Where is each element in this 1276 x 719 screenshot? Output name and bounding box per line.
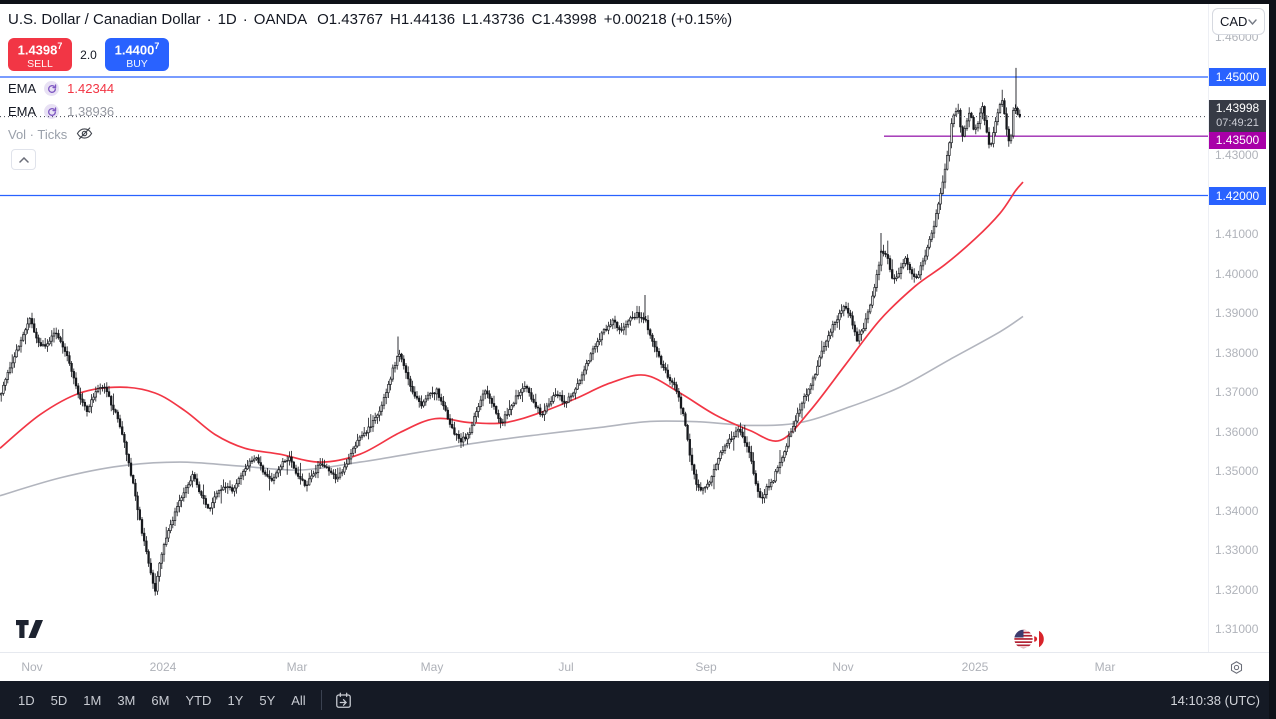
- time-tick-label: Jul: [558, 660, 574, 674]
- time-tick-label: Sep: [695, 660, 717, 674]
- price-tick-label: 1.38000: [1215, 345, 1259, 360]
- ohlc-h-value: H1.44136: [390, 11, 456, 28]
- bottom-toolbar: 1D 5D 1M 3M 6M YTD 1Y 5Y All 14:10:38 (UTC): [0, 681, 1276, 719]
- window-frame-top: [0, 0, 1276, 4]
- time-axis[interactable]: Nov 2024 Mar May Jul Sep Nov 2025 Mar: [0, 652, 1269, 681]
- time-tick-label: Mar: [286, 660, 308, 674]
- ema-slow-value: 1.38936: [67, 104, 115, 119]
- range-button-1y[interactable]: 1Y: [222, 690, 248, 711]
- ema-fast-value: 1.42344: [67, 81, 115, 96]
- price-tick-label: 1.37000: [1215, 385, 1259, 399]
- level-price-label-1435: 1.43500: [1209, 132, 1266, 150]
- price-tick-label: 1.34000: [1215, 503, 1259, 518]
- ohlc-l-value: L1.43736: [462, 11, 525, 28]
- symbol-title[interactable]: U.S. Dollar / Canadian Dollar: [8, 11, 201, 28]
- sell-label: SELL: [27, 57, 53, 70]
- price-tick-label: 1.36000: [1215, 424, 1259, 439]
- eye-hidden-icon[interactable]: [76, 125, 93, 145]
- title-separator: ·: [242, 11, 248, 28]
- buy-label: BUY: [126, 57, 148, 70]
- ema-fast-name: EMA: [8, 81, 37, 96]
- clock[interactable]: 14:10:38 (UTC): [1170, 692, 1260, 708]
- ema-slow-name: EMA: [8, 104, 37, 119]
- toolbar-divider: [320, 690, 322, 710]
- price-axis[interactable]: 1.31000 1.32000 1.33000 1.34000 1.35000 1.360…: [1208, 4, 1270, 652]
- currency-value: CAD: [1220, 14, 1248, 29]
- sell-button[interactable]: 1.43987 SELL: [8, 38, 72, 71]
- title-separator: ·: [206, 11, 212, 28]
- price-tick-label: 1.43000: [1215, 148, 1259, 162]
- volume-legend-row[interactable]: Vol · Ticks: [8, 123, 114, 146]
- range-button-1m[interactable]: 1M: [78, 690, 106, 711]
- window-frame-right: [1269, 0, 1276, 719]
- volume-name: Vol · Ticks: [8, 127, 68, 142]
- time-tick-label: Nov: [832, 660, 854, 674]
- time-tick-label: 2024: [149, 660, 177, 674]
- spread-value: 2.0: [80, 47, 97, 62]
- price-tick-label: 1.35000: [1215, 464, 1259, 478]
- indicator-loading-icon: [44, 81, 60, 96]
- exchange-label[interactable]: OANDA: [253, 11, 308, 28]
- price-change: +0.00218 (+0.15%): [603, 11, 733, 28]
- range-button-3m[interactable]: 3M: [112, 690, 140, 711]
- range-button-ytd[interactable]: YTD: [180, 690, 216, 711]
- ema-fast-legend-row[interactable]: EMA 1.42344: [8, 77, 114, 100]
- symbol-header: U.S. Dollar / Canadian Dollar · 1D · OAN…: [8, 11, 732, 28]
- time-tick-label: 2025: [961, 660, 989, 674]
- level-price-label-142: 1.42000: [1209, 186, 1266, 205]
- time-tick-label: Nov: [21, 660, 43, 674]
- ema-slow-legend-row[interactable]: EMA 1.38936: [8, 100, 114, 123]
- sell-price: 1.4398: [17, 42, 58, 58]
- ohlc-values: O1.43767 H1.44136 L1.43736 C1.43998: [317, 11, 597, 28]
- last-price-value: 1.43998: [1215, 101, 1260, 116]
- range-button-1d[interactable]: 1D: [13, 690, 40, 711]
- legend-collapse-button[interactable]: [11, 149, 36, 170]
- range-button-6m[interactable]: 6M: [146, 690, 174, 711]
- ohlc-o-value: O1.43767: [317, 11, 384, 28]
- chevron-down-icon: [1248, 18, 1257, 25]
- trade-buttons-row: 1.43987 SELL 2.0 1.44007 BUY: [8, 38, 169, 71]
- price-tick-label: 1.40000: [1215, 266, 1259, 281]
- time-tick-label: May: [420, 660, 444, 674]
- timeframe-label[interactable]: 1D: [217, 11, 237, 28]
- price-tick-label: 1.33000: [1215, 543, 1259, 557]
- calendar-icon: [335, 692, 351, 708]
- level-price-label-145: 1.45000: [1209, 68, 1266, 86]
- tradingview-logo[interactable]: [16, 620, 43, 643]
- sell-price-sup: 7: [57, 41, 63, 52]
- buy-price: 1.4400: [114, 42, 155, 58]
- ohlc-c-value: C1.43998: [531, 11, 597, 28]
- indicator-loading-icon: [44, 104, 60, 119]
- range-button-all[interactable]: All: [286, 690, 310, 711]
- chevron-up-icon: [18, 156, 29, 163]
- price-tick-label: 1.32000: [1215, 582, 1259, 597]
- range-button-5d[interactable]: 5D: [46, 690, 73, 711]
- currency-dropdown[interactable]: CAD: [1212, 8, 1265, 35]
- buy-button[interactable]: 1.44007 BUY: [105, 38, 169, 71]
- time-tick-label: Mar: [1094, 660, 1116, 674]
- bar-countdown: 07:49:21: [1216, 117, 1259, 130]
- candlestick-chart[interactable]: [0, 4, 1208, 652]
- last-price-label: 1.43998 07:49:21: [1209, 100, 1266, 133]
- usdcad-pair-logo: [1012, 627, 1046, 656]
- date-range-buttons: 1D 5D 1M 3M 6M YTD 1Y 5Y All: [13, 690, 317, 711]
- go-to-date-button[interactable]: [332, 689, 355, 712]
- price-tick-label: 1.39000: [1215, 306, 1259, 320]
- buy-price-sup: 7: [154, 41, 160, 52]
- price-tick-label: 1.31000: [1215, 622, 1259, 636]
- indicator-legend: EMA 1.42344 EMA 1.38936 Vol · Ticks: [8, 77, 114, 146]
- price-tick-label: 1.41000: [1215, 227, 1259, 241]
- range-button-5y[interactable]: 5Y: [254, 690, 280, 711]
- scale-settings-icon[interactable]: [1228, 659, 1245, 676]
